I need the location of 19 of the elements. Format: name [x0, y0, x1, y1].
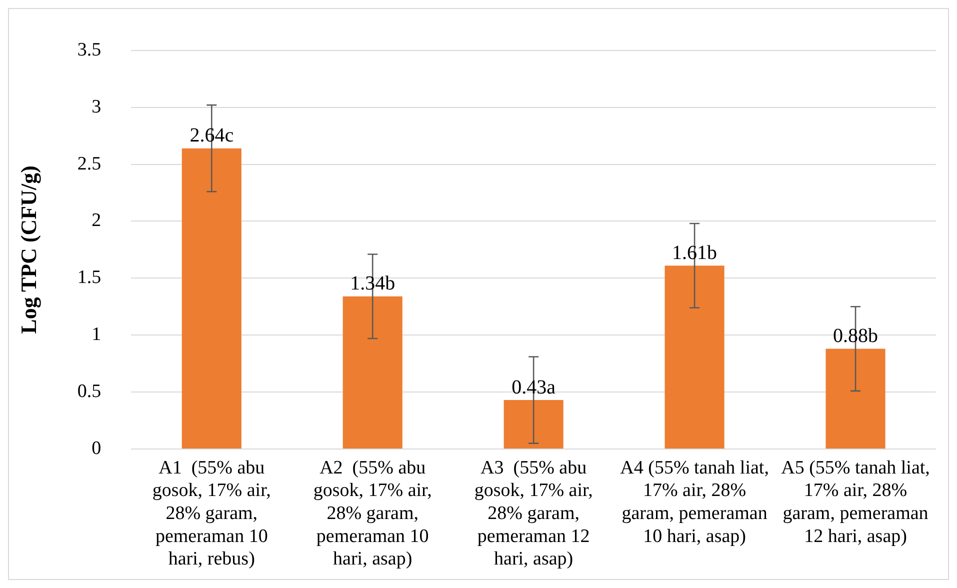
y-tick-label: 0	[92, 438, 102, 459]
y-tick-label: 0.5	[77, 381, 102, 402]
y-tick-label: 3	[92, 96, 102, 118]
y-tick-label: 3.5	[77, 39, 102, 60]
bar	[182, 148, 242, 448]
bar	[342, 296, 402, 448]
x-tick-label: A3 (55% abu gosok, 17% air, 28% garam, pemeraman 12 hari, asap)	[474, 457, 593, 570]
y-tick-label: 2.5	[77, 153, 102, 174]
x-tick-label: A2 (55% abu gosok, 17% air, 28% garam, pemeraman 10 hari, asap)	[313, 457, 432, 570]
y-tick-label: 2	[92, 210, 102, 232]
bar	[504, 400, 564, 448]
y-axis-title: Log TPC (CFU/g)	[16, 166, 41, 334]
bar	[664, 266, 724, 448]
x-tick-label: A1 (55% abu gosok, 17% air, 28% garam, pemeraman 10 hari, rebus)	[152, 457, 271, 570]
y-tick-label: 1.5	[77, 267, 102, 288]
x-tick-label: A5 (55% tanah liat, 17% air, 28% garam, pemeraman 12 hari, asap)	[781, 457, 930, 547]
bar	[826, 348, 886, 448]
y-tick-label: 1	[92, 324, 102, 346]
x-tick-label: A4 (55% tanah liat, 17% air, 28% garam, pemeraman 10 hari, asap)	[620, 457, 769, 547]
